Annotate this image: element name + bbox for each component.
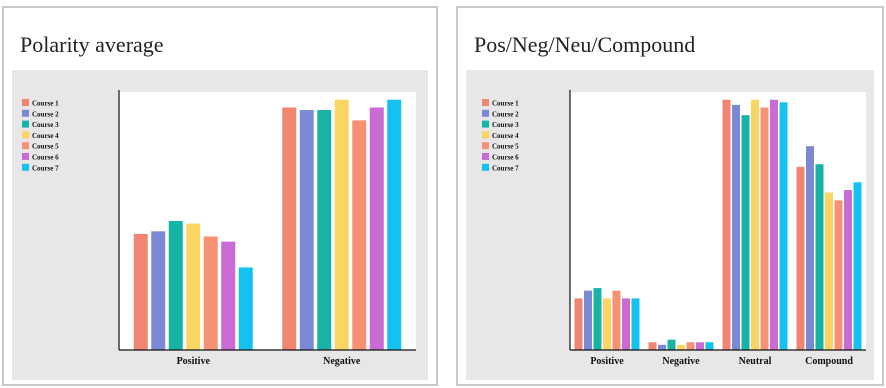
bar-neutral-course-2 — [732, 104, 740, 351]
bar-positive-course-2 — [151, 231, 166, 350]
bar-negative-course-2 — [299, 110, 314, 350]
x-tick-label-compound: Compound — [805, 356, 853, 367]
bar-neutral-course-6 — [770, 99, 778, 351]
x-tick-label-positive: Positive — [590, 356, 624, 367]
x-tick-label-neutral: Neutral — [739, 356, 772, 367]
bar-positive-course-6 — [622, 298, 630, 350]
chart-panel-polarity-average: Polarity average Positive Negative Course … — [2, 6, 438, 386]
bar-positive-course-3 — [168, 221, 183, 350]
bar-negative-course-7 — [705, 342, 714, 350]
bar-compound-course-5 — [834, 200, 843, 350]
legend-swatch-course-6 — [22, 153, 29, 160]
chart-title: Polarity average — [20, 32, 164, 57]
bar-neutral-course-3 — [741, 115, 750, 350]
bar-compound-course-3 — [815, 164, 824, 350]
bar-positive-course-5 — [203, 236, 218, 350]
legend-swatch-course-5 — [482, 142, 489, 150]
bar-positive-course-4 — [603, 298, 611, 350]
bar-positive-course-1 — [133, 233, 148, 350]
x-tick-label-negative: Negative — [662, 356, 700, 367]
bar-neutral-course-7 — [779, 102, 788, 350]
legend-label-course-1: Course 1 — [32, 100, 59, 108]
bar-negative-course-3 — [317, 110, 332, 350]
bar-negative-course-6 — [696, 342, 704, 350]
legend-swatch-course-7 — [22, 163, 29, 171]
legend-swatch-course-1 — [482, 99, 489, 106]
bar-positive-course-2 — [584, 290, 592, 350]
legend-label-course-1: Course 1 — [492, 100, 519, 108]
bar-compound-course-1 — [796, 166, 805, 350]
bar-positive-course-7 — [631, 298, 640, 350]
legend-label-course-7: Course 7 — [492, 164, 519, 172]
legend-swatch-course-2 — [22, 109, 29, 117]
bar-neutral-course-4 — [751, 99, 759, 351]
bar-positive-course-4 — [186, 223, 201, 350]
legend-label-course-7: Course 7 — [32, 164, 59, 172]
legend-label-course-3: Course 3 — [32, 121, 59, 129]
chart-title: Pos/Neg/Neu/Compound — [474, 32, 696, 57]
legend-swatch-course-5 — [22, 142, 29, 150]
legend-label-course-5: Course 5 — [492, 143, 519, 151]
legend-label-course-4: Course 4 — [32, 132, 59, 140]
bar-negative-course-6 — [369, 107, 384, 350]
bar-neutral-course-1 — [722, 99, 731, 351]
legend-label-course-4: Course 4 — [492, 132, 519, 140]
legend-swatch-course-1 — [22, 99, 29, 106]
legend-label-course-6: Course 6 — [492, 154, 519, 162]
bar-positive-course-7 — [238, 267, 253, 350]
bar-compound-course-4 — [825, 192, 833, 350]
bar-compound-course-2 — [806, 146, 814, 350]
bar-positive-course-5 — [612, 290, 621, 350]
bar-negative-course-2 — [658, 344, 666, 350]
legend-swatch-course-4 — [482, 131, 489, 139]
legend-swatch-course-7 — [482, 163, 489, 171]
x-tick-label-negative: Negative — [323, 356, 361, 367]
bar-negative-course-5 — [352, 120, 367, 350]
legend-swatch-course-4 — [22, 131, 29, 139]
bar-positive-course-1 — [574, 298, 583, 350]
bar-compound-course-7 — [853, 182, 862, 350]
legend-swatch-course-3 — [482, 120, 489, 128]
legend-label-course-2: Course 2 — [32, 110, 59, 118]
x-tick-label-positive: Positive — [177, 356, 211, 367]
bar-negative-course-1 — [648, 342, 657, 350]
legend-swatch-course-2 — [482, 109, 489, 117]
legend-label-course-2: Course 2 — [492, 110, 519, 118]
bar-negative-course-4 — [334, 99, 349, 351]
legend-label-course-3: Course 3 — [492, 121, 519, 129]
legend-swatch-course-3 — [22, 120, 29, 128]
bar-chart-pos-neg-neu-compound: Positive Negative Neutral Compound Course 1 C… — [482, 90, 866, 367]
legend-label-course-5: Course 5 — [32, 143, 59, 151]
chart-panel-pos-neg-neu-compound: Pos/Neg/Neu/Compound Positive Negative Neu… — [456, 6, 884, 386]
bar-negative-course-7 — [387, 99, 402, 351]
bar-compound-course-6 — [844, 190, 852, 350]
bar-chart-polarity-average: Positive Negative Course 1 Course 2 Course 3… — [22, 90, 416, 367]
bar-negative-course-5 — [686, 342, 695, 350]
bar-neutral-course-5 — [760, 107, 769, 350]
bar-negative-course-3 — [667, 339, 676, 350]
bar-positive-course-6 — [221, 241, 236, 350]
legend-label-course-6: Course 6 — [32, 154, 59, 162]
bar-negative-course-1 — [282, 107, 297, 350]
legend-swatch-course-6 — [482, 153, 489, 160]
plot-area — [119, 92, 416, 350]
bar-negative-course-4 — [677, 344, 685, 350]
bar-positive-course-3 — [593, 288, 602, 350]
